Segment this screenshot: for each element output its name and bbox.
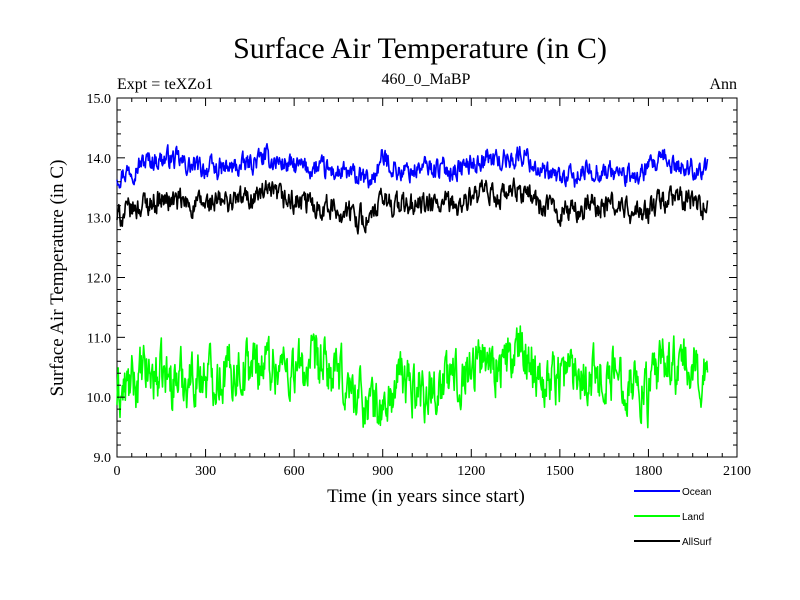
- season-label: Ann: [709, 76, 737, 93]
- y-tick-label: 15.0: [87, 92, 112, 107]
- x-tick-label: 1500: [546, 464, 574, 479]
- y-tick-label: 14.0: [87, 152, 112, 167]
- legend-label-allsurf: AllSurf: [682, 537, 712, 548]
- y-tick-label: 13.0: [87, 212, 112, 227]
- chart-subtitle: 460_0_MaBP: [382, 71, 471, 88]
- series-layer: [116, 143, 709, 429]
- legend-label-land: Land: [682, 512, 704, 523]
- axis-ticks: 0 300 600 900 1200 1500 1800 2100 9.0 10.0 11.0 12.…: [87, 92, 752, 479]
- x-tick-label: 300: [195, 464, 216, 479]
- y-tick-label: 11.0: [87, 331, 111, 346]
- y-tick-label: 9.0: [94, 451, 112, 466]
- x-tick-label: 900: [372, 464, 393, 479]
- series-line-land: [116, 325, 709, 429]
- y-tick-label: 12.0: [87, 272, 112, 287]
- chart-title: Surface Air Temperature (in C): [233, 32, 607, 65]
- x-axis-label: Time (in years since start): [327, 486, 525, 507]
- experiment-label: Expt = teXZo1: [117, 76, 213, 93]
- series-line-allsurf: [116, 177, 709, 235]
- x-tick-label: 2100: [723, 464, 751, 479]
- x-tick-label: 0: [114, 464, 121, 479]
- y-tick-label: 10.0: [87, 391, 112, 406]
- legend: Ocean Land AllSurf: [634, 487, 712, 548]
- x-tick-label: 600: [284, 464, 305, 479]
- y-axis-label: Surface Air Temperature (in C): [47, 160, 68, 397]
- x-tick-label: 1800: [634, 464, 662, 479]
- x-tick-label: 1200: [457, 464, 485, 479]
- series-line-ocean: [116, 143, 709, 189]
- legend-label-ocean: Ocean: [682, 487, 711, 498]
